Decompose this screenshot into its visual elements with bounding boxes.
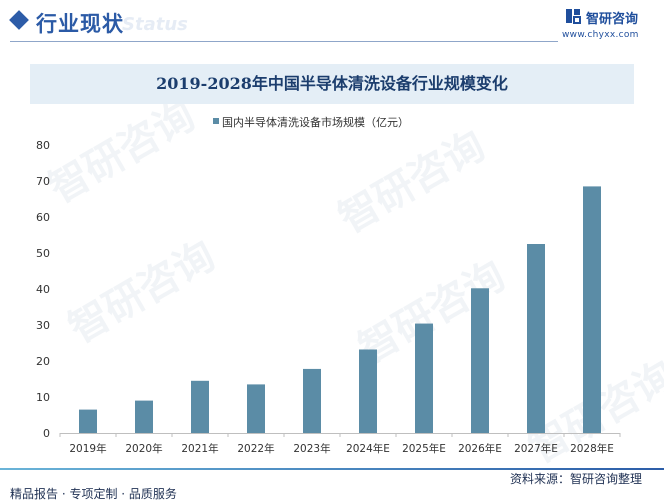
x-tick-label: 2024年E	[346, 442, 390, 455]
x-tick-label: 2019年	[69, 442, 106, 455]
bar	[191, 380, 209, 433]
logo-url[interactable]: www.chyxx.com	[562, 30, 639, 40]
bar	[415, 323, 433, 433]
x-tick-label: 2026年E	[458, 442, 502, 455]
x-tick-label: 2028年E	[570, 442, 614, 455]
bar	[79, 409, 97, 433]
x-tick-label: 2021年	[181, 442, 218, 455]
x-tick-label: 2025年E	[402, 442, 446, 455]
legend-swatch	[213, 118, 219, 124]
bar	[303, 368, 321, 433]
chart-title-band: 2019-2028年中国半导体清洗设备行业规模变化	[30, 64, 634, 104]
bar	[471, 288, 489, 433]
page-title: 行业现状	[36, 12, 124, 36]
x-tick-label: 2020年	[125, 442, 162, 455]
logo-name: 智研咨询	[586, 12, 639, 27]
y-tick-label: 80	[36, 139, 50, 152]
y-tick-label: 70	[36, 175, 50, 188]
footer-divider	[0, 468, 664, 470]
header: Status 行业现状 智研咨询 www.chyxx.com	[0, 0, 664, 46]
bar	[359, 349, 377, 433]
chart-title: 2019-2028年中国半导体清洗设备行业规模变化	[156, 74, 508, 93]
bar	[247, 384, 265, 433]
x-tick-label: 2027年E	[514, 442, 558, 455]
logo-icon	[566, 9, 581, 24]
y-tick-label: 60	[36, 211, 50, 224]
bar	[135, 400, 153, 433]
header-watermark: Status	[122, 14, 188, 35]
bar-chart: 0 10 20 30 40 50 60 70 80 2019年 2020年 2021年 2022年 202…	[36, 139, 621, 455]
x-tick-label: 2022年	[237, 442, 274, 455]
legend-label: 国内半导体清洗设备市场规模（亿元）	[222, 116, 409, 129]
y-tick-label: 50	[36, 247, 50, 260]
y-tick-label: 30	[36, 319, 50, 332]
y-tick-label: 10	[36, 391, 50, 404]
y-tick-label: 40	[36, 283, 50, 296]
data-source: 资料来源：智研咨询整理	[510, 472, 643, 486]
header-divider	[10, 41, 558, 42]
y-tick-label: 20	[36, 355, 50, 368]
y-tick-label: 0	[43, 427, 50, 440]
bar	[527, 244, 545, 433]
x-tick-label: 2023年	[293, 442, 330, 455]
bar	[583, 186, 601, 433]
footer-slogan: 精品报告 · 专项定制 · 品质服务	[10, 487, 177, 501]
footer: 资料来源：智研咨询整理 精品报告 · 专项定制 · 品质服务	[0, 468, 664, 503]
